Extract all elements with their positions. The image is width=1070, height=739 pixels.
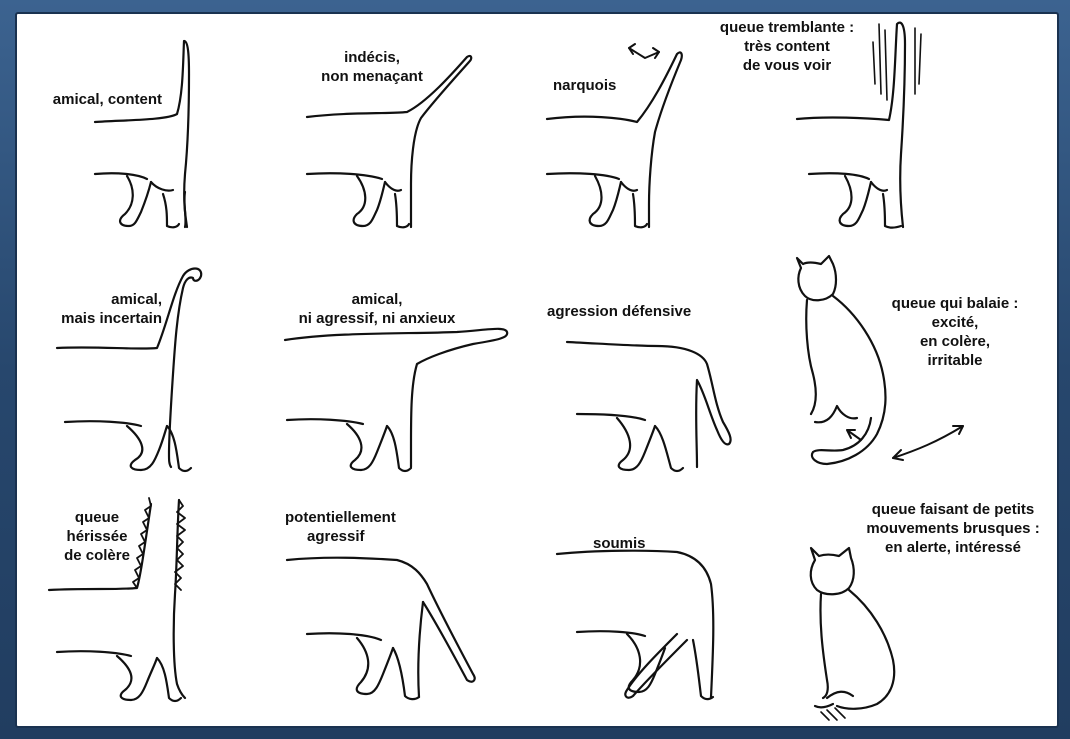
cat-tail-diagonal-drawing — [305, 54, 473, 229]
cat-tail-bristled-drawing — [47, 497, 187, 703]
label-amical-content: amical, content — [52, 91, 162, 108]
cat-tail-down-straight-drawing — [285, 556, 476, 701]
cell-amical-ni-agressif: amical, ni agressif, ni anxieux — [277, 254, 537, 491]
cell-indecis: indécis, non menaçant — [277, 14, 537, 251]
label-amical-incertain: amical, mais incertain — [61, 291, 162, 327]
cat-tail-hooked-drawing — [55, 267, 203, 473]
label-petits-mouvements: queue faisant de petits mouvements brusq… — [866, 501, 1040, 556]
cat-tail-tucked-drawing — [555, 549, 715, 701]
label-queue-tremblante: queue tremblante : très content de vous … — [719, 19, 855, 74]
cell-narquois: narquois — [537, 14, 797, 251]
cell-soumis: soumis — [537, 484, 797, 721]
cell-queue-tremblante: queue tremblante : très content de vous … — [720, 14, 1057, 251]
label-narquois: narquois — [553, 77, 617, 94]
label-agression-defensive: agression défensive — [547, 303, 692, 320]
label-potentiellement-agressif: potentiellement agressif — [285, 509, 396, 545]
sitting-cat-tail-twitching-drawing — [809, 546, 896, 721]
label-indecis: indécis, non menaçant — [321, 49, 423, 85]
label-queue-qui-balaie: queue qui balaie : excité, en colère, ir… — [891, 295, 1019, 369]
cat-tail-upright-drawing — [93, 39, 191, 229]
cell-agression-defensive: agression défensive — [537, 254, 797, 491]
cell-potentiellement-agressif: potentiellement agressif — [277, 484, 537, 721]
cat-tail-horizontal-drawing — [283, 327, 509, 473]
cell-amical-content: amical, content — [17, 14, 277, 251]
illustration-panel: amical, content indécis, non menaçant na… — [15, 12, 1059, 728]
label-queue-herissee: queue hérissée de colère — [64, 509, 130, 564]
cell-amical-incertain: amical, mais incertain — [17, 254, 277, 491]
cat-tail-lowered-curved-drawing — [565, 340, 732, 473]
cell-queue-herissee: queue hérissée de colère — [17, 484, 277, 721]
cell-petits-mouvements: queue faisant de petits mouvements brusq… — [797, 484, 1057, 721]
cat-tail-twitching-tip-drawing — [545, 43, 683, 229]
sitting-cat-tail-sweeping-drawing — [795, 254, 964, 466]
label-soumis: soumis — [593, 535, 646, 552]
label-amical-ni-agressif: amical, ni agressif, ni anxieux — [298, 291, 456, 327]
cat-tail-quivering-drawing — [795, 21, 922, 229]
cell-queue-qui-balaie: queue qui balaie : excité, en colère, ir… — [795, 254, 1057, 491]
